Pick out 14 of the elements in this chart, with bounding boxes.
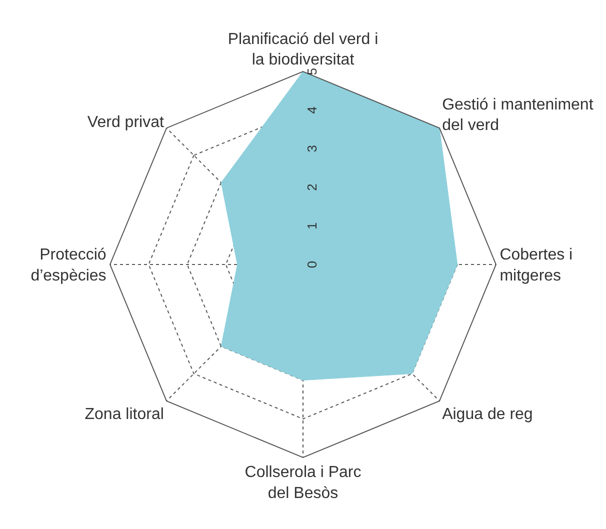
spoke-label: Aigua de reg (442, 406, 533, 423)
spoke-label: Cobertes i mitgeres (500, 246, 573, 284)
y-tick-label: 5 (304, 68, 320, 76)
spoke-label: Zona litoral (84, 406, 164, 423)
spoke-label: Collserola i Parc del Besòs (244, 464, 362, 502)
y-tick-label: 1 (304, 222, 320, 230)
spoke-label: Planificació del verd i la biodiversitat (228, 30, 378, 69)
y-tick-label: 0 (304, 260, 320, 268)
spoke-label: Gestió i manteniment del verd (442, 96, 594, 134)
spoke-label: Protecció d’espècies (30, 246, 106, 284)
y-tick-label: 2 (304, 184, 320, 191)
y-tick-label: 4 (304, 106, 320, 114)
spoke-label: Verd privat (87, 114, 164, 132)
y-tick-label: 3 (304, 145, 320, 152)
